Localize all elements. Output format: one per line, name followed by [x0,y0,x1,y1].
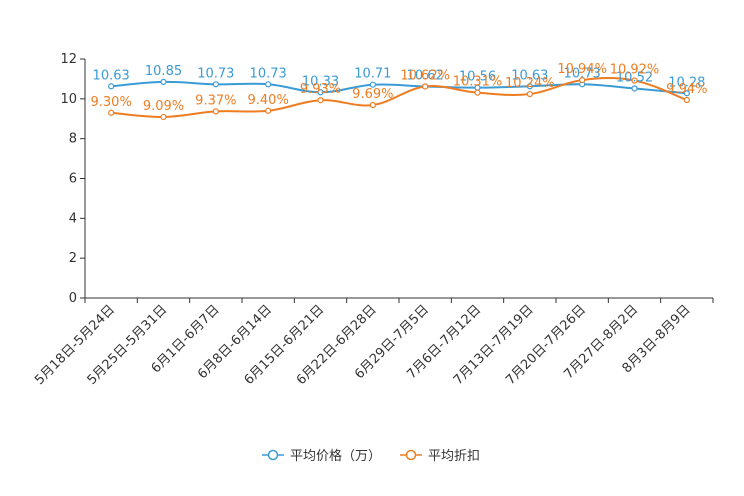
data-point[interactable] [474,89,481,96]
data-point[interactable] [526,83,533,90]
legend-label: 平均价格（万） [290,448,381,464]
data-label: 10.63 [511,68,548,83]
data-point[interactable] [108,83,115,90]
data-point[interactable] [683,96,690,104]
legend[interactable]: 平均价格（万） 平均折扣 [262,448,480,464]
data-point[interactable] [422,83,429,90]
data-point[interactable] [160,113,167,121]
data-label: 9.40% [248,93,289,108]
y-tick-label: 4 [69,211,77,226]
data-label: 10.33 [302,74,339,89]
data-label: 9.94% [666,82,707,97]
data-label: 10.62 [407,68,444,83]
data-label: 10.85 [145,64,182,79]
data-label: 10.52 [616,70,653,85]
legend-marker-icon [267,449,279,461]
y-tick-label: 2 [69,251,77,266]
data-point[interactable] [631,85,638,92]
y-tick-label: 8 [69,132,77,147]
data-point[interactable] [265,107,272,114]
data-label: 10.94% [557,62,607,77]
data-point[interactable] [160,78,167,86]
series-points [108,77,690,121]
data-point[interactable] [265,81,272,88]
data-label: 10.92% [610,63,660,78]
y-tick-label: 6 [69,172,77,187]
y-axis-ticks: 0 2 4 6 8 10 12 [60,52,85,306]
data-point[interactable] [683,90,690,97]
series-line-1 [111,77,688,118]
data-label: 10.31% [453,75,503,90]
legend-marker-icon [405,449,417,461]
data-point[interactable] [317,97,324,104]
data-label: 9.93% [300,82,341,97]
y-tick-label: 0 [69,291,77,306]
data-label: 9.30% [91,95,132,110]
data-point[interactable] [369,101,376,109]
data-label: 9.37% [195,93,236,108]
data-label: 10.73 [564,66,601,81]
series-lines [111,77,688,118]
data-point[interactable] [631,77,638,84]
data-point[interactable] [369,81,376,88]
data-label: 10.62% [400,68,450,83]
data-point[interactable] [212,108,219,115]
x-axis-ticks: 5月18日-5月24日5月25日-5月31日6月1日-6月7日6月8日-6月14… [32,298,714,388]
y-tick-label: 12 [60,52,77,67]
data-label: 10.71 [354,67,391,82]
y-tick-label: 10 [60,92,77,107]
legend-item-1[interactable]: 平均折扣 [400,449,480,464]
series-line-0 [111,80,687,95]
data-label: 10.24% [505,76,555,91]
data-label: 9.09% [143,99,184,114]
data-label: 9.69% [352,87,393,102]
data-point[interactable] [212,81,219,88]
legend-label: 平均折扣 [428,449,480,464]
data-label: 10.63 [93,68,130,83]
data-point[interactable] [579,77,586,84]
data-label: 10.28 [668,75,705,90]
data-point[interactable] [526,90,533,98]
data-label: 10.73 [197,66,234,81]
data-label: 10.73 [250,66,287,81]
data-point[interactable] [317,89,324,96]
legend-item-0[interactable]: 平均价格（万） [262,448,381,464]
data-labels: 10.63 10.85 10.73 10.73 10.33 10.71 10.62 10.56… [91,62,708,114]
data-point[interactable] [108,109,115,116]
data-label: 10.56 [459,70,496,85]
